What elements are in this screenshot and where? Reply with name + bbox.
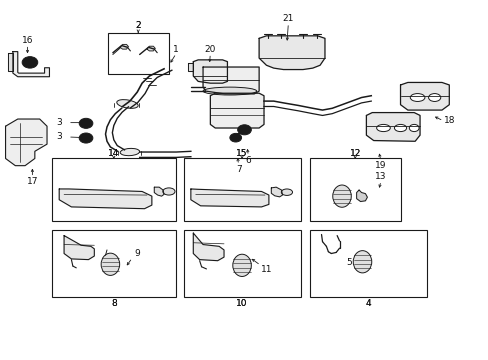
Ellipse shape [203,87,256,95]
Polygon shape [356,190,366,202]
Circle shape [229,134,241,142]
Polygon shape [188,63,193,71]
Ellipse shape [332,185,350,207]
Polygon shape [64,235,94,260]
Ellipse shape [394,125,406,132]
Circle shape [79,118,93,129]
Bar [108,33,168,74]
Circle shape [26,59,34,65]
Polygon shape [366,113,419,141]
Ellipse shape [120,148,140,156]
Text: 6: 6 [245,156,251,165]
Text: 18: 18 [443,116,454,125]
Ellipse shape [281,189,292,195]
Text: 12: 12 [349,149,360,158]
Text: 2: 2 [135,21,141,30]
Text: 13: 13 [374,172,386,181]
Text: 20: 20 [204,45,216,54]
Text: 1: 1 [173,45,179,54]
Text: 15: 15 [236,149,247,158]
Bar [52,158,176,221]
Polygon shape [210,93,264,128]
Text: 21: 21 [282,14,293,23]
Bar [310,230,427,297]
Text: 19: 19 [374,161,386,170]
Circle shape [241,127,247,132]
Polygon shape [271,187,282,197]
Polygon shape [147,46,155,51]
Polygon shape [8,53,13,71]
Ellipse shape [376,125,389,132]
Polygon shape [154,187,163,196]
Polygon shape [193,233,224,261]
Polygon shape [193,60,227,83]
Ellipse shape [352,251,371,273]
Circle shape [232,135,238,140]
Polygon shape [203,67,259,94]
Ellipse shape [232,254,251,276]
Circle shape [22,57,38,68]
Text: 17: 17 [26,177,38,186]
Text: 15: 15 [236,149,247,158]
Text: 5: 5 [346,258,351,267]
Bar [183,230,300,297]
Polygon shape [13,51,49,77]
Polygon shape [59,189,152,209]
Ellipse shape [409,94,424,102]
Text: 12: 12 [349,149,360,158]
Polygon shape [5,119,47,166]
Text: 14: 14 [108,149,119,158]
Text: 9: 9 [134,249,140,258]
Text: 4: 4 [366,299,371,308]
Circle shape [237,125,251,135]
Text: 10: 10 [236,299,247,308]
Polygon shape [259,36,325,69]
Ellipse shape [408,125,418,132]
Ellipse shape [117,100,138,108]
Circle shape [82,135,89,140]
Text: 3: 3 [56,132,62,141]
Ellipse shape [163,188,175,195]
Ellipse shape [101,253,120,275]
Polygon shape [190,189,268,207]
Ellipse shape [427,94,440,102]
Text: 4: 4 [366,299,371,308]
Text: 8: 8 [111,299,117,308]
Polygon shape [120,44,128,49]
Polygon shape [400,82,448,110]
Text: 8: 8 [111,299,117,308]
Circle shape [82,121,89,126]
Text: 14: 14 [108,149,119,158]
Text: 11: 11 [260,265,272,274]
Text: 2: 2 [135,21,141,30]
Circle shape [79,133,93,143]
Text: 7: 7 [235,165,241,174]
Bar [310,158,400,221]
Text: 16: 16 [22,36,33,45]
Bar [183,158,300,221]
Bar [52,230,176,297]
Text: 3: 3 [56,118,62,127]
Text: 10: 10 [236,299,247,308]
